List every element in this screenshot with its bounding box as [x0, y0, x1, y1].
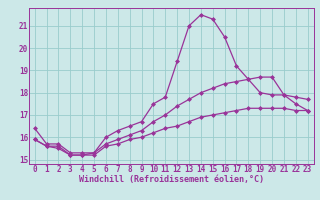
X-axis label: Windchill (Refroidissement éolien,°C): Windchill (Refroidissement éolien,°C) [79, 175, 264, 184]
